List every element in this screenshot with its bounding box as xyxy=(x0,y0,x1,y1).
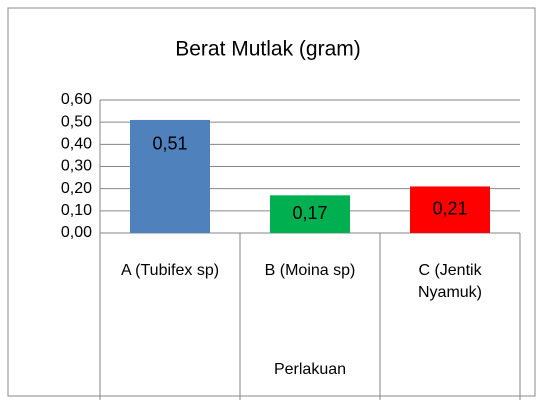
bar xyxy=(410,186,490,233)
data-label: 0,17 xyxy=(292,203,327,223)
y-tick-label: 0,50 xyxy=(61,113,92,130)
data-label: 0,51 xyxy=(152,134,187,154)
x-tick-label: B (Moina sp) xyxy=(264,262,356,279)
bar xyxy=(270,195,350,233)
y-tick-label: 0,60 xyxy=(61,91,92,108)
x-tick-label: A (Tubifex sp) xyxy=(120,262,220,279)
data-label: 0,21 xyxy=(432,198,467,218)
y-tick-label: 0,30 xyxy=(61,158,92,175)
y-tick-label: 0,40 xyxy=(61,136,92,153)
y-tick-label: 0,20 xyxy=(61,180,92,197)
x-axis-title: Perlakuan xyxy=(274,361,346,378)
x-tick-label: C (Jentik Nyamuk) xyxy=(417,262,482,301)
y-tick-label: 0,00 xyxy=(61,224,92,241)
y-tick-label: 0,10 xyxy=(61,202,92,219)
bar xyxy=(130,119,210,233)
chart-title: Berat Mutlak (gram) xyxy=(175,38,361,61)
